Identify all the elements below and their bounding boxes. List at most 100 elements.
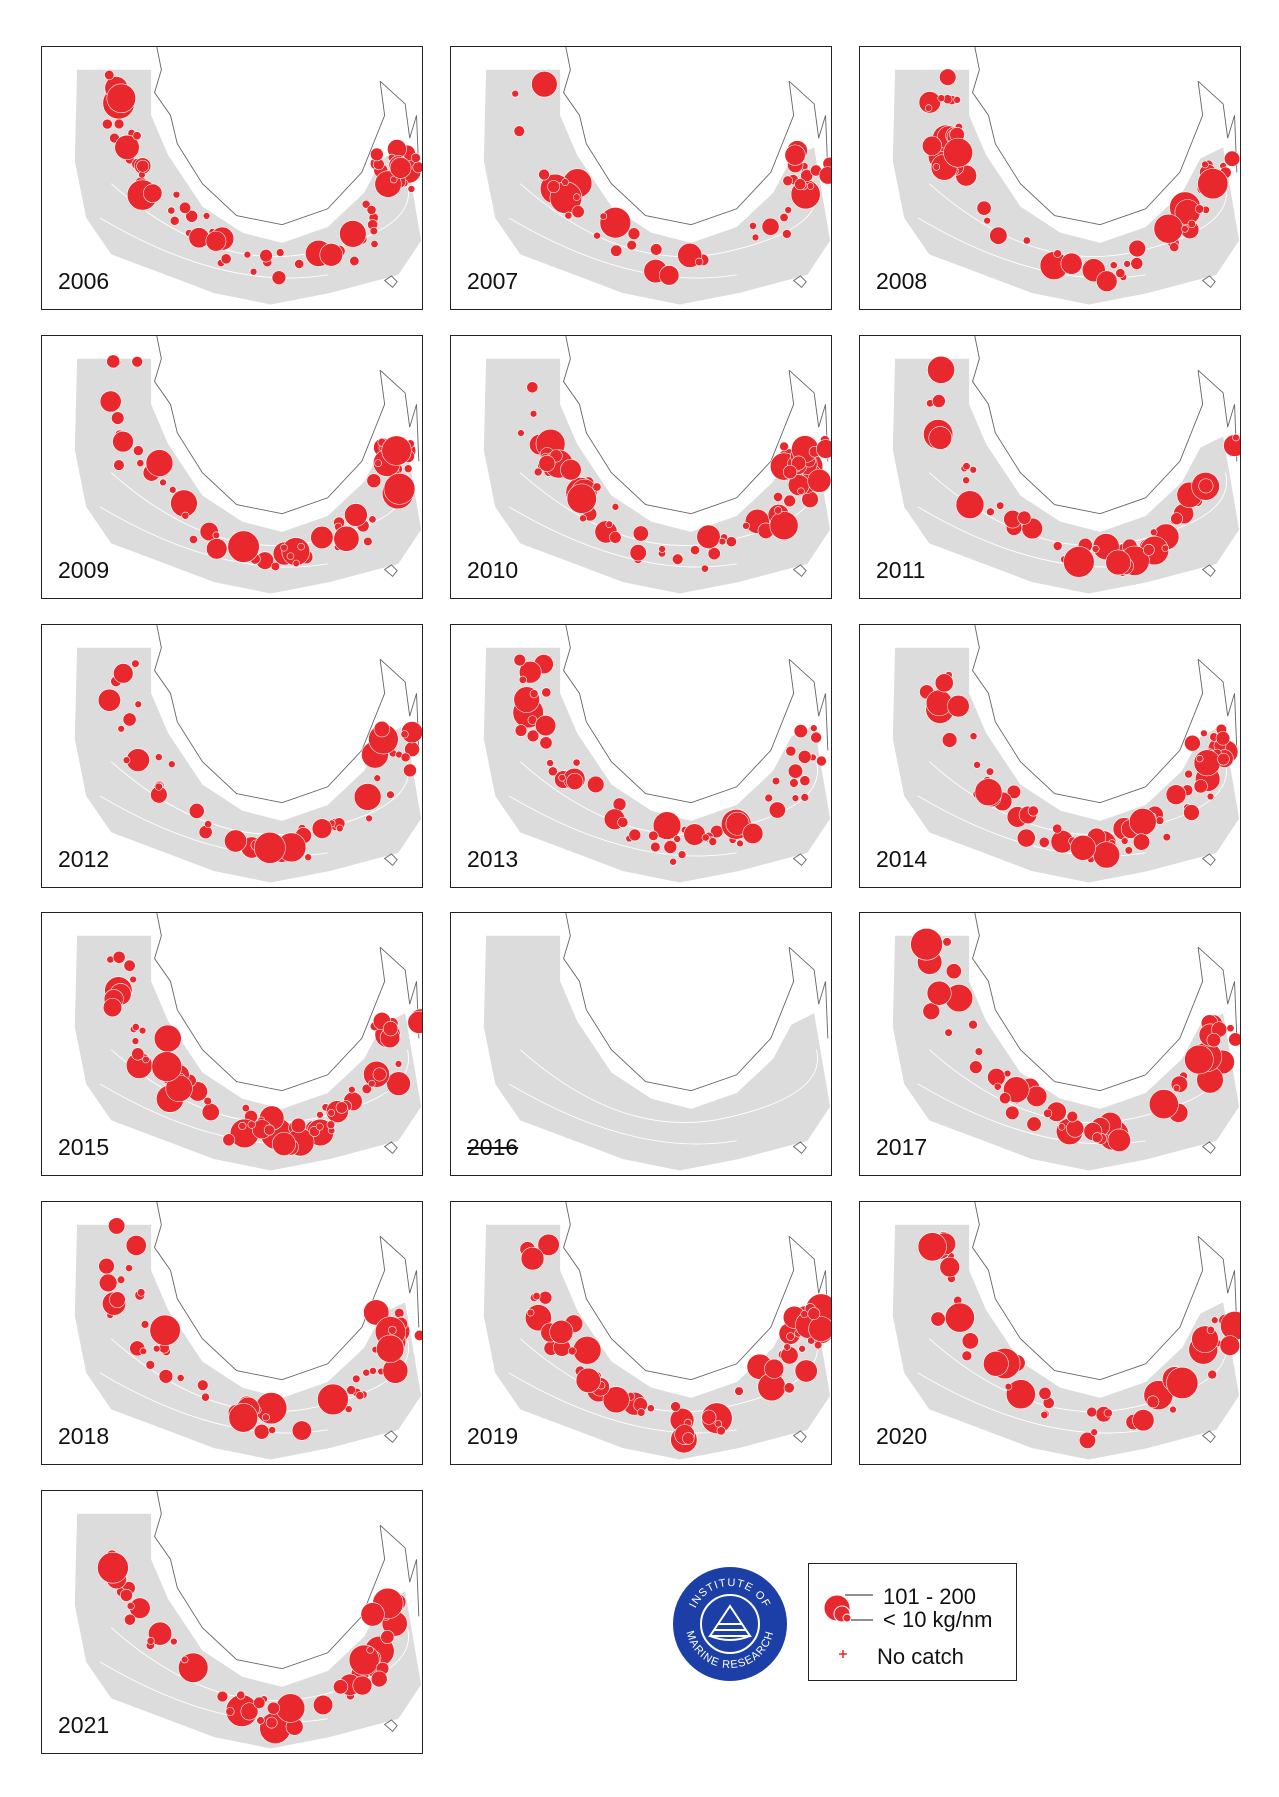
- catch-dot: [206, 538, 228, 560]
- catch-dot: [810, 724, 818, 732]
- catch-dot: [1172, 1084, 1181, 1093]
- catch-dot: [268, 1426, 277, 1434]
- catch-dot: [1196, 754, 1204, 763]
- catch-dot: [930, 1311, 946, 1327]
- legend-cross: [839, 1650, 847, 1658]
- catch-dot: [529, 410, 538, 418]
- catch-dot: [304, 853, 312, 861]
- catch-dot: [311, 818, 333, 839]
- catch-dot: [742, 522, 750, 530]
- map-panel: 2020: [859, 1201, 1241, 1465]
- catch-dot: [382, 1021, 399, 1037]
- shelf: [483, 69, 831, 305]
- catch-dot: [707, 547, 721, 561]
- catch-dot: [648, 830, 659, 841]
- map: [74, 336, 422, 594]
- catch-dot: [1052, 541, 1063, 551]
- catch-dot: [932, 394, 946, 408]
- catch-dot: [1193, 749, 1221, 777]
- catch-dot: [1038, 836, 1050, 848]
- catch-dot: [807, 1307, 821, 1320]
- catch-dot: [517, 429, 525, 437]
- map: [483, 47, 831, 305]
- catch-dot: [541, 687, 552, 698]
- catch-dot: [1169, 1405, 1177, 1414]
- catch-dot: [658, 545, 666, 553]
- catch-dot: [176, 1374, 185, 1382]
- catch-dot: [113, 118, 125, 130]
- catch-dot: [650, 243, 663, 256]
- catch-dot: [1198, 478, 1214, 494]
- catch-dot: [1017, 510, 1032, 525]
- catch-dot: [1207, 1369, 1217, 1380]
- catch-dot: [1043, 1108, 1053, 1118]
- catch-dot: [154, 782, 163, 791]
- catch-dot: [346, 1385, 357, 1395]
- catch-dot: [1066, 1119, 1085, 1138]
- catch-dot: [806, 182, 815, 190]
- catch-dot: [253, 1423, 270, 1440]
- catch-dot: [1103, 1408, 1113, 1418]
- catch-dot: [1124, 846, 1133, 855]
- catch-dot: [629, 544, 647, 562]
- catch-dot: [286, 552, 295, 560]
- catch-dot: [695, 257, 704, 267]
- catch-dot: [968, 1019, 978, 1030]
- island: [1201, 853, 1216, 867]
- catch-dot: [1003, 1069, 1012, 1078]
- catch-dot: [791, 794, 800, 802]
- catch-dot: [742, 823, 764, 844]
- catch-dot: [708, 837, 718, 846]
- catch-dot: [593, 231, 601, 240]
- map: [74, 913, 422, 1171]
- catch-dot: [538, 168, 550, 181]
- catch-dot: [380, 1630, 395, 1644]
- catch-dot: [168, 760, 176, 768]
- catch-dot: [297, 542, 305, 551]
- catch-dot: [535, 715, 557, 737]
- catch-dot: [810, 731, 822, 744]
- coastline: [972, 47, 1238, 226]
- catch-dot: [197, 1379, 209, 1391]
- map-panel: 2014: [859, 624, 1241, 888]
- catch-dot: [400, 752, 411, 763]
- catch-dot: [400, 730, 409, 739]
- catch-dot: [800, 793, 809, 802]
- catch-dot: [573, 193, 581, 201]
- catch-dot: [365, 814, 373, 823]
- catch-dot: [132, 131, 142, 141]
- year-label: 2017: [876, 1134, 928, 1160]
- catch-dot: [646, 1404, 655, 1413]
- catch-dot: [944, 1302, 975, 1333]
- catch-dot: [797, 750, 812, 764]
- catch-dot: [188, 227, 210, 249]
- catch-dot: [263, 1124, 275, 1136]
- catch-dot: [1096, 270, 1118, 292]
- catch-dot: [344, 503, 368, 527]
- catch-dot: [962, 476, 970, 485]
- catch-dot: [1165, 784, 1187, 805]
- catch-dot: [560, 459, 582, 481]
- catch-dot: [153, 1344, 161, 1353]
- catch-dot: [701, 564, 709, 573]
- catch-dot: [106, 354, 121, 369]
- catch-dot: [575, 1367, 601, 1394]
- catch-dot: [650, 841, 661, 853]
- catch-dot: [1086, 1406, 1097, 1418]
- catch-dot: [315, 1122, 324, 1131]
- catch-dot: [366, 205, 377, 215]
- catch-dot: [1027, 805, 1039, 817]
- catch-dot: [961, 1350, 973, 1362]
- catch-dot: [348, 1085, 356, 1094]
- catch-dot: [188, 803, 205, 819]
- catch-dot: [1120, 837, 1129, 845]
- catch-dot: [636, 1408, 646, 1417]
- catch-dot: [974, 1047, 984, 1056]
- map: [74, 1202, 422, 1460]
- catch-dot: [131, 356, 143, 368]
- catch-dot: [225, 1706, 235, 1717]
- catch-dot: [785, 745, 797, 757]
- catch-dot: [1079, 1431, 1096, 1449]
- island: [792, 1430, 807, 1444]
- catch-dot: [253, 831, 286, 864]
